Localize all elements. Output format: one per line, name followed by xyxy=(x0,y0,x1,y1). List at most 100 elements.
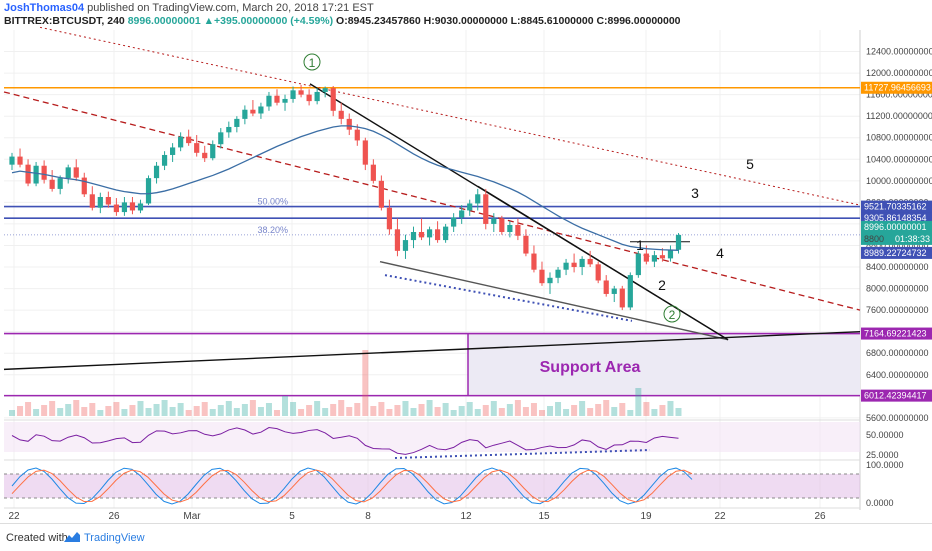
rsi-band xyxy=(4,422,860,452)
stoch-d-line xyxy=(11,469,693,503)
rsi-tick-label: 50.00000 xyxy=(866,430,904,440)
author-link[interactable]: JoshThomas04 xyxy=(4,2,85,14)
chart-header: JoshThomas04 published on TradingView.co… xyxy=(0,0,932,30)
countdown-timer: 01:38:33 xyxy=(895,234,930,244)
price-tick-label: 12000.00000000 xyxy=(866,68,932,78)
candle-body xyxy=(418,232,425,238)
volume-bar xyxy=(169,407,176,416)
candle-body xyxy=(378,180,384,208)
candle-body xyxy=(57,178,63,189)
price-tick-label: 6800.00000000 xyxy=(866,348,929,358)
level-tag xyxy=(861,200,932,213)
candle-body xyxy=(121,202,128,213)
wave-2-label: 2 xyxy=(658,277,666,293)
volume-bar xyxy=(137,401,144,416)
ma-price-tag-label: 8989.22724732 xyxy=(864,248,927,258)
price-axis[interactable]: 12400.00000000 12000.00000000 11600.000000… xyxy=(861,47,932,508)
volume-bar xyxy=(153,404,160,416)
time-tick-label: 26 xyxy=(814,511,826,522)
candle-body xyxy=(515,225,521,236)
candle-body xyxy=(194,143,200,153)
candle-body xyxy=(507,225,513,233)
volume-bar xyxy=(73,400,80,416)
volume-bar xyxy=(121,409,128,416)
level-tag-label: 6012.42394417 xyxy=(864,391,927,401)
candle-body xyxy=(170,147,176,155)
candle-body xyxy=(65,167,71,179)
volume-bar xyxy=(241,404,248,416)
volume-bar xyxy=(498,408,505,416)
candle-body xyxy=(426,229,433,238)
candle-body xyxy=(443,226,449,241)
price-tick-label: 10000.00000000 xyxy=(866,176,932,186)
volume-bar xyxy=(386,409,393,416)
volume-bar xyxy=(442,403,449,416)
volume-bar xyxy=(145,408,152,416)
candle-body xyxy=(531,253,537,270)
long-support-line xyxy=(3,330,861,371)
symbol-label[interactable]: BITTREX:BTCUSDT, 240 xyxy=(4,15,125,27)
candle-body xyxy=(579,258,585,268)
candle-body xyxy=(643,253,649,262)
volume-bar xyxy=(65,404,72,416)
footer: Created with TradingView xyxy=(0,523,932,551)
price-tick-label: 12400.00000000 xyxy=(866,47,932,57)
volume-bar xyxy=(402,401,409,416)
candle-body xyxy=(258,106,264,114)
candle-body xyxy=(475,194,481,204)
horizontal-levels: 50.00% 38.20% xyxy=(4,86,860,397)
time-axis[interactable]: 22 26 Mar 5 8 12 15 19 22 26 xyxy=(8,511,826,522)
time-tick-label: 26 xyxy=(108,511,120,522)
candle-body xyxy=(210,144,216,159)
volume-bar xyxy=(555,402,562,416)
volume-bar xyxy=(113,402,120,416)
volume-bar xyxy=(378,402,385,416)
support-area-label: Support Area xyxy=(540,359,641,376)
volume-bar xyxy=(33,409,40,416)
candle-body xyxy=(298,90,304,95)
price-change: +395.00000000 (+4.59%) xyxy=(214,15,334,27)
volume-bar xyxy=(450,410,457,416)
candle-body xyxy=(322,88,328,92)
price-tick-label: 7600.00000000 xyxy=(866,305,929,315)
candle-body xyxy=(635,253,641,276)
volume-bar xyxy=(322,408,329,416)
volume-bar xyxy=(619,403,626,416)
time-tick-label: 19 xyxy=(640,511,652,522)
volume-bar xyxy=(314,401,321,416)
candle-body xyxy=(17,156,23,165)
volume-bar xyxy=(193,406,200,416)
candle-body xyxy=(97,196,103,208)
candle-body xyxy=(523,235,529,254)
price-tick-8800: 8800 xyxy=(864,234,884,244)
volume-bar xyxy=(651,409,658,416)
volume-bar xyxy=(571,405,578,416)
candle-body xyxy=(161,154,168,166)
volume-bar xyxy=(233,408,240,416)
close-value: C:8996.00000000 xyxy=(596,15,681,27)
volume-bar xyxy=(49,401,56,416)
candle-body xyxy=(451,217,457,227)
time-tick-label: 12 xyxy=(460,511,472,522)
volume-bar xyxy=(418,404,425,416)
dotted-support-line xyxy=(384,274,633,322)
level-tag-label: 7164.69221423 xyxy=(864,329,927,339)
volume-bar xyxy=(9,410,15,416)
trendlines xyxy=(3,26,861,371)
candle-body xyxy=(137,203,144,211)
candle-body xyxy=(49,179,55,189)
annotations: 1 2 1 2 3 4 5 Support Area xyxy=(303,53,754,376)
level-tag-label: 11727.96456693 xyxy=(864,83,931,93)
up-arrow-icon: ▲ xyxy=(203,15,215,27)
volume-bar xyxy=(17,406,24,416)
candle-body xyxy=(73,167,79,178)
volume-bar xyxy=(530,403,537,416)
candle-body xyxy=(314,91,320,102)
wedge-lower-line xyxy=(379,260,729,341)
wave-circle-2 xyxy=(663,305,681,323)
volume-bar xyxy=(249,400,256,416)
volume-bar xyxy=(579,401,586,416)
tradingview-link[interactable]: TradingView xyxy=(84,532,145,544)
volume-bar xyxy=(370,406,377,416)
